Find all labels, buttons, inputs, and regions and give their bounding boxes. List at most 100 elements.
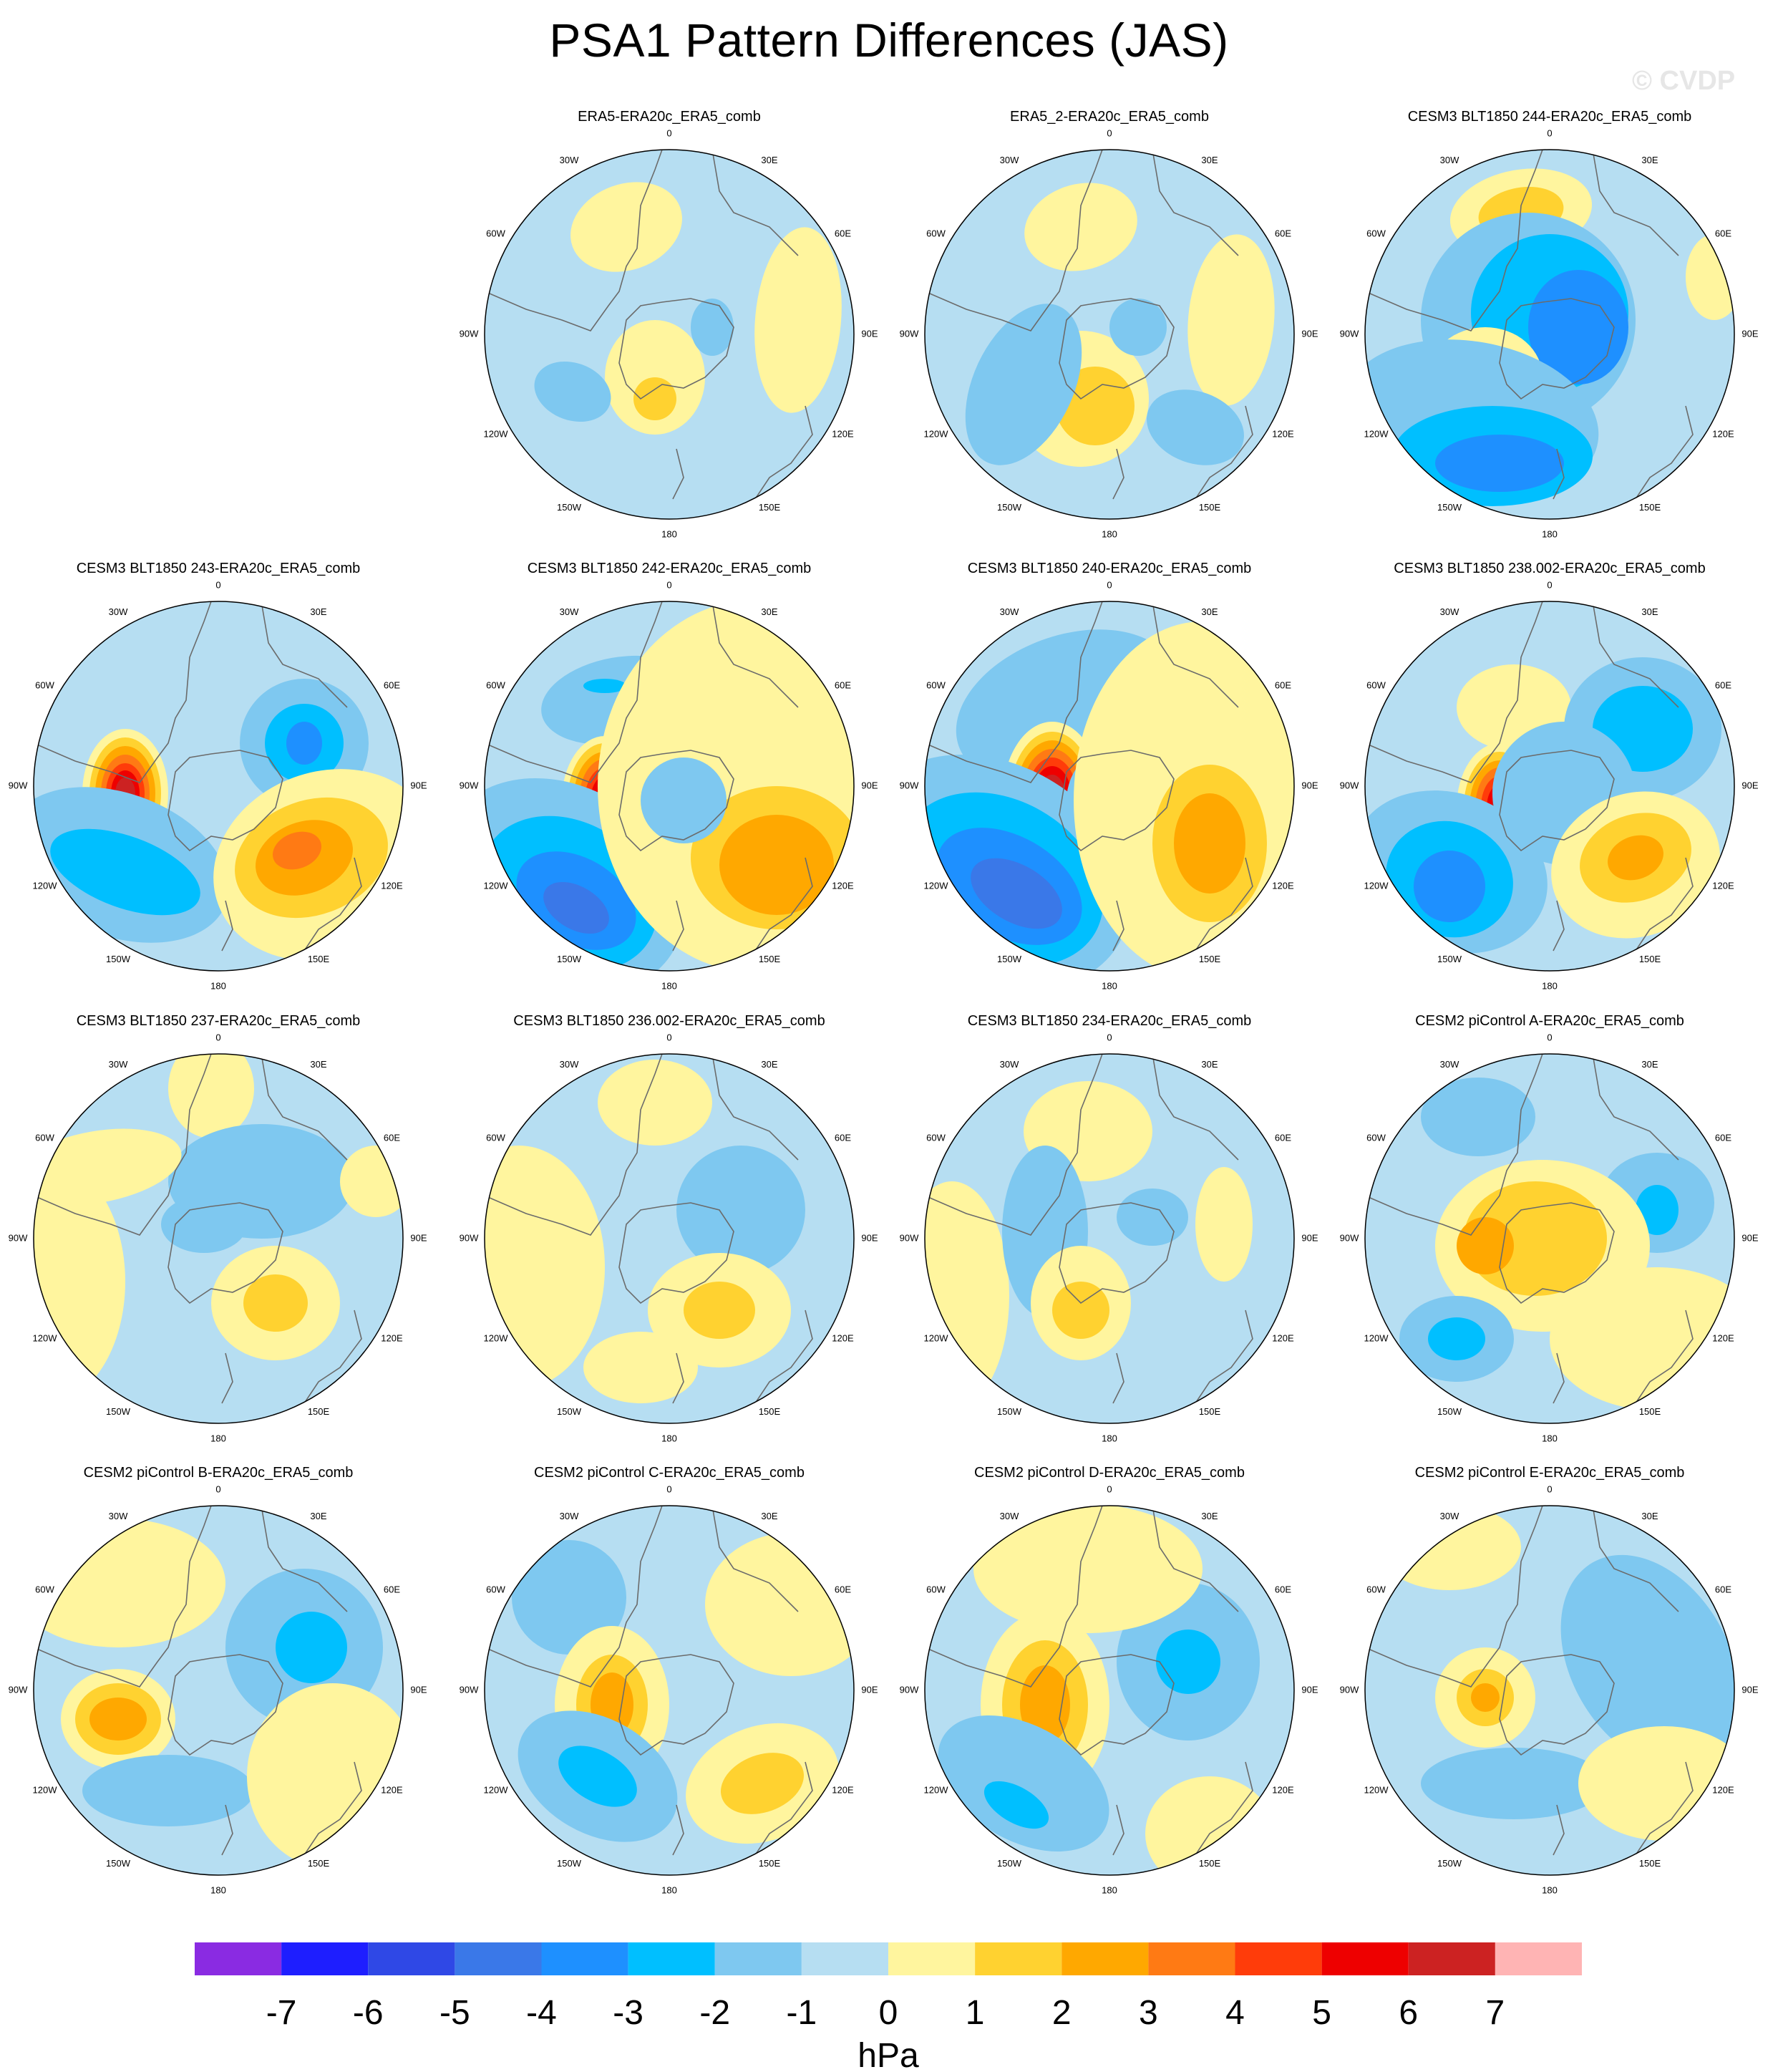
panel-title: CESM3 BLT1850 238.002-ERA20c_ERA5_comb xyxy=(1394,561,1705,576)
lon-label: 60W xyxy=(926,228,946,238)
coastline xyxy=(485,601,663,783)
lon-label: 180 xyxy=(1542,528,1558,539)
lon-label: 90W xyxy=(1340,1232,1359,1243)
lon-label: 60W xyxy=(926,679,946,690)
lon-label: 120E xyxy=(1712,1784,1734,1795)
lon-label: 90E xyxy=(861,1684,878,1695)
coastline xyxy=(167,1202,283,1304)
colorbar-swatch xyxy=(368,1942,455,1975)
coastlines xyxy=(1365,601,1694,971)
panel-title: CESM3 BLT1850 243-ERA20c_ERA5_comb xyxy=(77,561,361,576)
map-panel: CESM3 BLT1850 236.002-ERA20c_ERA5_comb 0 3… xyxy=(460,1013,878,1443)
anomaly-contour xyxy=(543,881,609,934)
coastline xyxy=(1112,1804,1124,1856)
map-field xyxy=(925,150,1294,519)
lon-label: 120E xyxy=(1712,428,1734,439)
lon-label: 60W xyxy=(926,1584,946,1594)
anomaly-contour xyxy=(558,1746,637,1807)
lon-label: 90E xyxy=(1741,1684,1758,1695)
coastline xyxy=(925,1506,1103,1688)
lon-label: 0 xyxy=(666,1483,671,1494)
lon-label: 0 xyxy=(1107,127,1112,138)
lon-label: 30W xyxy=(1440,606,1459,617)
map-field xyxy=(925,1506,1294,1875)
lon-label: 120W xyxy=(33,1332,58,1343)
map-border xyxy=(484,149,855,520)
coastline xyxy=(618,298,734,400)
lon-label: 120E xyxy=(381,880,403,891)
lon-label: 150E xyxy=(1639,954,1661,964)
lon-label: 90W xyxy=(1340,1684,1359,1695)
lon-label: 90E xyxy=(861,780,878,790)
lon-label: 90W xyxy=(1340,780,1359,790)
colorbar-tick-label: -1 xyxy=(787,1994,817,2032)
lon-label: 90W xyxy=(900,780,919,790)
lon-label: 30E xyxy=(761,155,777,165)
colorbar-tick-label: 4 xyxy=(1225,1994,1245,2032)
lon-label: 30E xyxy=(310,1511,326,1521)
map-field xyxy=(925,1054,1294,1423)
anomaly-contour xyxy=(1147,389,1244,465)
lon-label: 120W xyxy=(33,1784,58,1795)
map-border xyxy=(924,149,1295,520)
map-border xyxy=(33,601,404,972)
colorbar-tick-label: -2 xyxy=(699,1994,730,2032)
lon-label: 150E xyxy=(759,1406,781,1417)
lon-label: 150E xyxy=(1639,502,1661,513)
lon-label: 30W xyxy=(109,606,128,617)
lon-label: 90W xyxy=(1340,328,1359,339)
coastlines xyxy=(925,601,1253,971)
anomaly-contour xyxy=(82,1755,254,1826)
lon-label: 150W xyxy=(997,954,1022,964)
colorbar-swatch xyxy=(1495,1942,1582,1975)
coastline xyxy=(1499,1202,1615,1304)
anomaly-contour xyxy=(691,299,734,356)
lon-label: 90E xyxy=(410,1232,427,1243)
lon-label: 30E xyxy=(1201,1059,1218,1070)
coastline xyxy=(221,900,233,952)
anomaly-contour xyxy=(1174,793,1245,894)
lon-label: 30E xyxy=(761,1059,777,1070)
anomaly-contour xyxy=(1195,1167,1253,1282)
colorbar-tick-label: 7 xyxy=(1486,1994,1505,2032)
lon-label: 30W xyxy=(560,1511,579,1521)
lon-label: 90W xyxy=(460,328,479,339)
coastline xyxy=(1365,1506,1543,1688)
anomaly-contour xyxy=(485,1146,605,1389)
anomaly-contour xyxy=(1421,1078,1535,1156)
lon-label: 90W xyxy=(460,780,479,790)
lon-label: 60W xyxy=(926,1132,946,1143)
colorbar-tick-label: 3 xyxy=(1139,1994,1158,2032)
lon-label: 180 xyxy=(1102,980,1117,991)
coastline xyxy=(1499,298,1615,400)
lon-label: 60E xyxy=(1715,1132,1731,1143)
anomaly-contour xyxy=(1528,270,1628,384)
lon-label: 30E xyxy=(1641,1059,1658,1070)
lon-label: 30E xyxy=(1641,155,1658,165)
anomaly-contour xyxy=(1636,1185,1679,1235)
anomaly-contour xyxy=(720,1753,805,1814)
lon-label: 180 xyxy=(1542,1433,1558,1443)
figure-title: PSA1 Pattern Differences (JAS) xyxy=(549,14,1229,67)
lon-label: 180 xyxy=(210,1884,226,1895)
lon-label: 150W xyxy=(1437,1406,1462,1417)
coastline xyxy=(1059,750,1175,852)
anomaly-contour xyxy=(973,1506,1203,1633)
anomaly-contour xyxy=(243,1274,308,1332)
lon-label: 90E xyxy=(1301,328,1318,339)
lon-label: 30E xyxy=(761,606,777,617)
lon-label: 120W xyxy=(1364,1784,1389,1795)
colorbar-tick-label: -4 xyxy=(526,1994,557,2032)
lon-label: 180 xyxy=(210,1433,226,1443)
lon-label: 60E xyxy=(1275,679,1291,690)
anomaly-contour xyxy=(34,1160,125,1403)
anomaly-contour xyxy=(1187,234,1275,406)
lon-label: 30W xyxy=(560,1059,579,1070)
lon-label: 30E xyxy=(1201,1511,1218,1521)
colorbar-swatch xyxy=(1235,1942,1322,1975)
anomaly-contour xyxy=(965,304,1082,465)
lon-label: 0 xyxy=(1547,1483,1552,1494)
coastline xyxy=(1365,601,1543,783)
panel-title: CESM3 BLT1850 242-ERA20c_ERA5_comb xyxy=(528,561,812,576)
